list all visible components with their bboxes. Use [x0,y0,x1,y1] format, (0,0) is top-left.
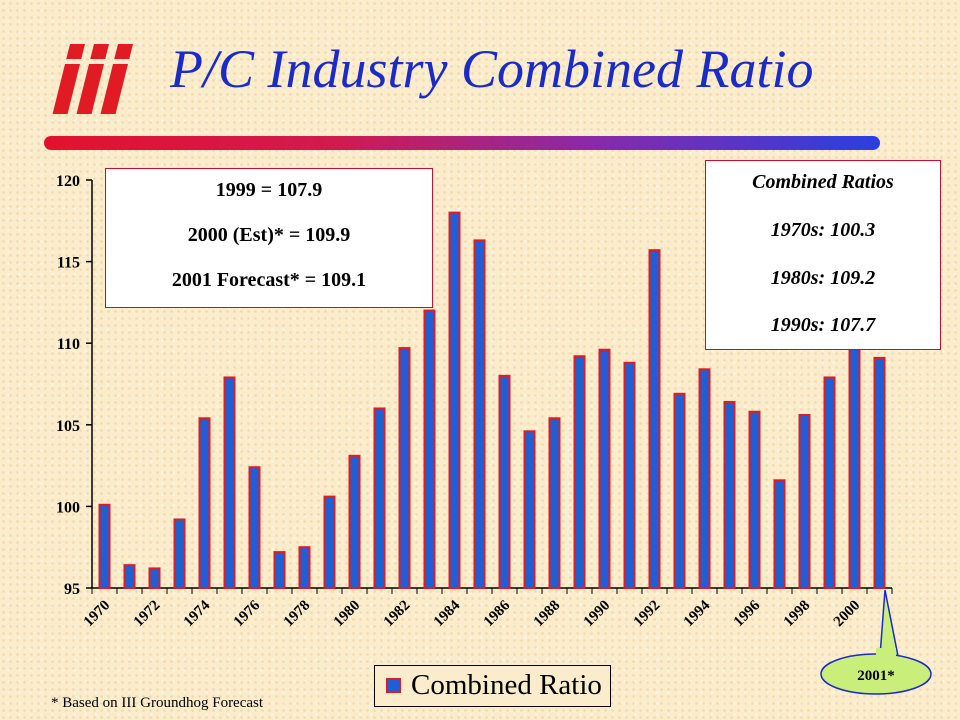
bar-1984 [448,211,461,589]
bar-1976 [248,466,261,589]
bar-1992 [648,249,661,589]
x-tick-label: 1978 [281,598,314,631]
y-tick-label: 110 [57,336,80,353]
bar-1990 [598,348,611,589]
decade-ratios-heading: Combined Ratios [752,171,894,193]
x-tick-label: 1980 [331,598,364,631]
x-tick-label: 1994 [681,597,714,630]
legend-swatch [386,678,401,693]
bar-1989 [573,355,586,590]
x-tick-label: 1974 [181,597,214,630]
legend-label: Combined Ratio [411,669,602,701]
x-tick-label: 1970 [81,598,114,631]
x-tick-label: 1976 [231,597,264,630]
y-tick-label: 120 [56,173,80,190]
stat-2001-forecast: 2001 Forecast* = 109.1 [171,269,367,291]
bar-1986 [498,374,511,589]
x-tick-label: 1984 [431,597,464,630]
bar-1983 [423,309,436,589]
bar-1996 [748,410,761,589]
ratio-1990s: 1990s: 107.7 [770,314,876,336]
forecast-stats-box: 1999 = 107.9 2000 (Est)* = 109.9 2001 Fo… [105,168,433,308]
x-tick-label: 2000 [831,598,864,631]
bar-1981 [373,407,386,590]
bar-1973 [173,518,186,589]
y-tick-label: 100 [56,499,80,516]
ratio-1980s: 1980s: 109.2 [770,267,876,289]
y-tick-label: 95 [64,581,80,598]
bar-1974 [198,417,211,589]
title-divider [44,136,880,150]
bar-1991 [623,361,636,589]
bar-1988 [548,417,561,589]
bar-2000 [848,343,861,589]
bar-1985 [473,239,486,589]
iii-logo [52,44,133,114]
x-tick-label: 1990 [581,598,614,631]
bar-1979 [323,495,336,589]
ratio-1970s: 1970s: 100.3 [770,219,876,241]
x-tick-label: 1982 [381,598,414,631]
x-tick-label: 1992 [631,598,664,631]
bar-1995 [723,400,736,589]
y-tick-label: 105 [56,418,80,435]
decade-ratios-box: Combined Ratios 1970s: 100.3 1980s: 109.… [705,160,941,350]
x-tick-label: 1988 [531,598,564,631]
x-tick-label: 1972 [131,598,164,631]
bar-1972 [148,567,161,590]
bar-1970 [98,503,111,590]
bar-1975 [223,376,236,589]
bar-1993 [673,392,686,589]
y-tick-label: 115 [57,255,80,272]
bar-1994 [698,368,711,590]
stat-2000-estimate: 2000 (Est)* = 109.9 [187,224,351,246]
footnote: * Based on III Groundhog Forecast [51,695,264,711]
bar-1987 [523,430,536,589]
bar-1977 [273,551,286,590]
bar-1980 [348,454,361,590]
x-tick-label: 1996 [731,597,764,630]
bar-1971 [123,564,136,589]
bar-1997 [773,479,786,589]
stat-1999: 1999 = 107.9 [215,179,323,201]
x-tick-label: 1998 [781,598,814,631]
bar-1982 [398,347,411,590]
page-title: P/C Industry Combined Ratio [170,39,814,99]
bar-2001 [873,356,886,589]
bar-1998 [798,414,811,589]
x-tick-label: 1986 [481,597,514,630]
bar-1978 [298,546,311,590]
chart-legend: Combined Ratio [374,665,611,707]
bar-1999 [823,376,836,589]
